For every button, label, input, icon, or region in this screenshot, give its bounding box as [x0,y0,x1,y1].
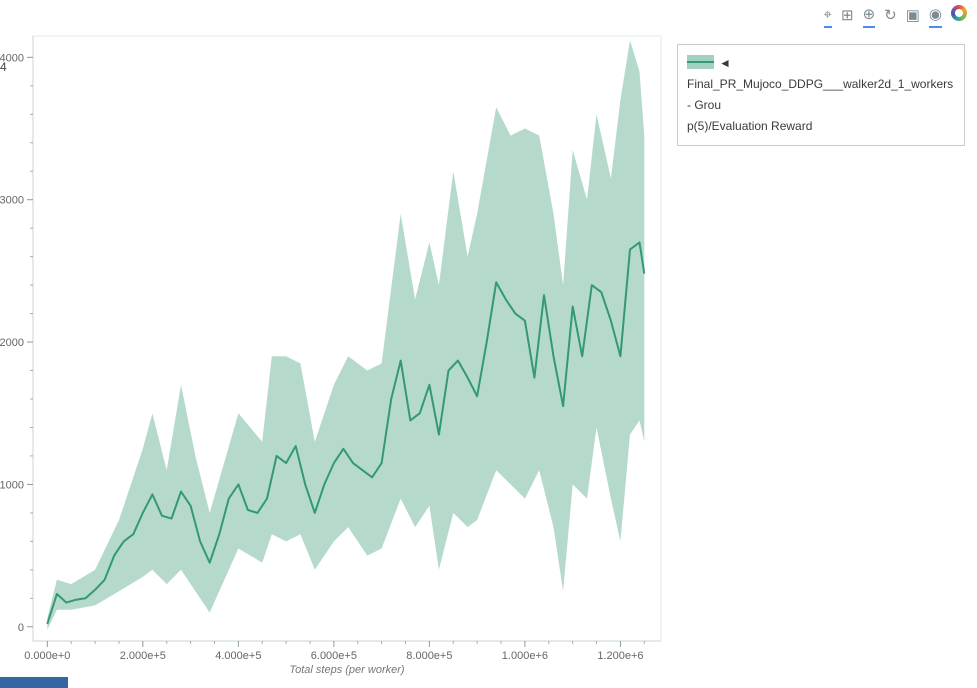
legend-swatch-line [687,61,714,63]
confidence-band [47,40,645,630]
x-tick-label: 6.000e+5 [311,650,357,662]
y-tick-label: 3000 [0,195,24,207]
legend[interactable]: ◄ Final_PR_Mujoco_DDPG___walker2d_1_work… [677,44,965,146]
x-tick-label: 8.000e+5 [406,650,452,662]
y-tick-label: 0 [18,622,24,634]
x-tick-label: 1.200e+6 [597,650,643,662]
box-zoom-tool-icon[interactable]: ⊞ [840,6,854,24]
clipped-axis-label: 4 [0,60,7,74]
legend-label-line1: ◄ Final_PR_Mujoco_DDPG___walker2d_1_work… [687,56,954,112]
y-tick-label: 1000 [0,479,24,491]
x-tick-label: 0.000e+0 [24,650,70,662]
bokeh-toolbar: ⌖ ⊞ ⊕ ↻ ▣ ◉ [823,5,967,28]
bokeh-logo-icon [951,5,967,21]
x-tick-label: 4.000e+5 [215,650,261,662]
mean-line [46,241,646,625]
pan-tool-icon[interactable]: ⌖ [823,6,832,28]
x-tick-label: 1.000e+6 [502,650,548,662]
status-bar-artifact [0,677,68,688]
legend-label-line2: p(5)/Evaluation Reward [687,119,813,133]
save-tool-icon[interactable]: ▣ [905,6,920,24]
x-axis-title: Total steps (per worker) [289,664,404,676]
y-tick-label: 2000 [0,337,24,349]
y-tick-label: 4000 [0,52,24,64]
x-tick-label: 2.000e+5 [120,650,166,662]
reset-tool-icon[interactable]: ↻ [884,6,897,24]
bokeh-logo[interactable] [951,5,967,28]
wheel-zoom-tool-icon[interactable]: ⊕ [862,6,876,28]
hover-tool-icon[interactable]: ◉ [928,6,942,28]
legend-swatch [687,55,714,69]
